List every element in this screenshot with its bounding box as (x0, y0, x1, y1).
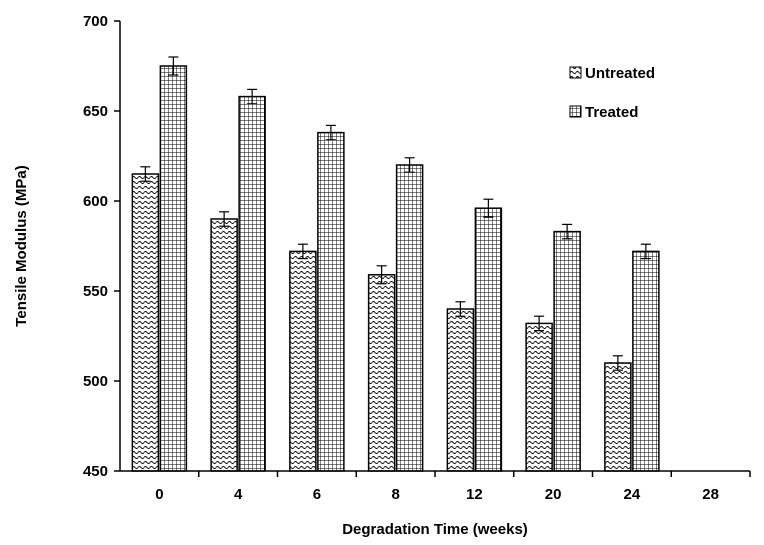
bar-treated-20 (553, 230, 581, 472)
bar-treated-6 (317, 131, 345, 472)
bar-treated-4 (238, 95, 266, 472)
error-bar-treated-20 (562, 223, 573, 240)
error-bar-treated-24 (640, 243, 651, 260)
bar-untreated-6 (289, 250, 317, 472)
x-tick-label: 4 (234, 486, 243, 503)
bars-layer (131, 56, 660, 472)
error-bar-treated-12 (483, 198, 494, 218)
ticks-layer: 450 500 550 600 650 700 0 4 6 8 12 20 24 28 (83, 13, 751, 503)
legend-label-untreated: Untreated (585, 65, 655, 82)
bar-treated-8 (395, 164, 424, 472)
y-tick-label: 600 (83, 193, 108, 210)
x-tick-label: 12 (466, 486, 483, 503)
bar-treated-24 (632, 250, 660, 472)
bar-untreated-20 (525, 322, 553, 472)
bar-untreated-12 (446, 308, 475, 472)
error-bar-untreated-20 (534, 315, 545, 332)
error-bar-treated-4 (247, 88, 258, 105)
error-bar-untreated-6 (297, 243, 308, 260)
error-bar-untreated-8 (376, 265, 387, 285)
error-bar-untreated-24 (612, 355, 623, 371)
legend-swatch-treated (569, 105, 582, 118)
x-tick-label: 6 (313, 486, 321, 503)
x-tick-label: 24 (624, 486, 641, 503)
bar-untreated-8 (367, 274, 396, 472)
error-bar-untreated-12 (455, 301, 466, 317)
legend-swatch-untreated (569, 66, 582, 79)
y-tick-label: 650 (83, 103, 108, 120)
y-tick-label: 700 (83, 13, 108, 30)
bar-treated-0 (159, 65, 188, 472)
legend: Untreated Treated (569, 65, 655, 121)
error-bar-treated-8 (404, 157, 415, 173)
bar-treated-12 (474, 207, 503, 472)
bar-untreated-24 (604, 362, 632, 472)
bar-untreated-4 (210, 218, 238, 472)
x-axis-title: Degradation Time (weeks) (342, 521, 528, 538)
x-tick-label: 28 (702, 486, 719, 503)
x-tick-label: 8 (391, 486, 399, 503)
y-tick-label: 450 (83, 463, 108, 480)
error-bar-untreated-0 (140, 166, 151, 182)
y-axis-title: Tensile Modulus (MPa) (13, 165, 30, 326)
error-bar-untreated-4 (219, 211, 230, 227)
error-bar-treated-6 (325, 124, 336, 141)
legend-label-treated: Treated (585, 104, 638, 121)
bar-untreated-0 (131, 173, 160, 472)
x-tick-label: 20 (545, 486, 562, 503)
x-tick-label: 0 (155, 486, 163, 503)
error-bar-treated-0 (168, 56, 179, 76)
y-tick-label: 500 (83, 373, 108, 390)
y-tick-label: 550 (83, 283, 108, 300)
